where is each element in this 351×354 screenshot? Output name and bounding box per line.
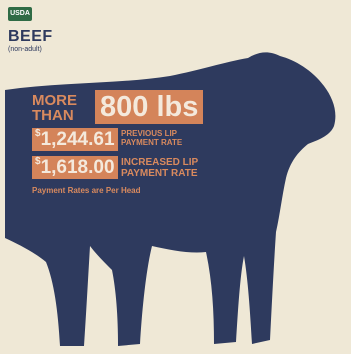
rate-label-line: PAYMENT RATE — [121, 138, 183, 147]
rate-label-line: INCREASED LIP — [121, 157, 199, 168]
rate-label: PREVIOUS LIP PAYMENT RATE — [121, 129, 182, 147]
note: Payment Rates are Per Head — [32, 186, 141, 195]
prefix-line: MORE — [32, 92, 77, 109]
rate-label-line: PREVIOUS LIP — [121, 129, 178, 138]
currency: $ — [35, 156, 41, 167]
prefix-line: THAN — [32, 107, 74, 124]
rate-label: INCREASED LIP PAYMENT RATE — [121, 157, 198, 179]
title: BEEF — [8, 28, 53, 45]
rate-label-line: PAYMENT RATE — [121, 168, 198, 179]
rate-amount: $1,618.00 — [32, 156, 118, 179]
subtitle: (non-adult) — [8, 46, 42, 53]
weight-amount: 800 lbs — [95, 90, 204, 124]
amount: 1,244.61 — [40, 129, 115, 150]
weight-prefix: MORE THAN — [32, 93, 77, 123]
rate-amount: $1,244.61 — [32, 128, 118, 151]
amount: 1,618.00 — [40, 157, 115, 178]
currency: $ — [35, 128, 41, 139]
logo: USDA — [8, 7, 32, 21]
